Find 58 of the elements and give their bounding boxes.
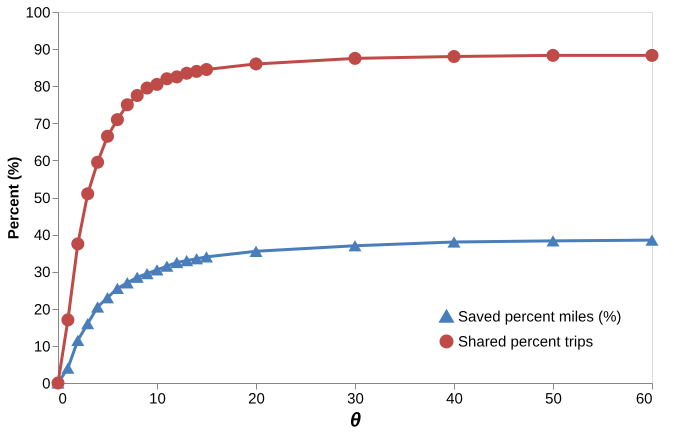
- x-tick-label: 30: [347, 390, 364, 408]
- point: [180, 254, 194, 266]
- point: [130, 272, 144, 283]
- y-tick-label: 80: [34, 78, 50, 96]
- point: [546, 235, 560, 247]
- point: [150, 78, 164, 91]
- point: [645, 234, 659, 246]
- y-tick-label: 30: [34, 264, 50, 282]
- point: [91, 156, 104, 169]
- point: [100, 130, 114, 143]
- point: [645, 48, 659, 62]
- point: [120, 98, 134, 112]
- point: [130, 88, 144, 102]
- point: [447, 236, 461, 248]
- point: [110, 282, 124, 294]
- point: [71, 237, 84, 250]
- x-tick-label: 0: [58, 390, 67, 408]
- x-tick-label: 60: [636, 390, 652, 408]
- point: [200, 251, 214, 263]
- point: [348, 52, 362, 65]
- point: [110, 113, 124, 126]
- point: [91, 301, 104, 313]
- y-axis-title: Percent (%): [5, 156, 22, 240]
- point: [61, 313, 74, 326]
- point: [150, 264, 164, 276]
- point: [100, 292, 114, 304]
- point: [140, 268, 154, 280]
- y-tick-label: 10: [34, 338, 50, 356]
- point: [140, 82, 154, 95]
- y-tick-label: 70: [34, 116, 50, 133]
- point: [81, 318, 94, 330]
- point: [160, 260, 174, 272]
- point: [71, 334, 84, 346]
- legend-label: Shared percent trips: [458, 334, 594, 350]
- y-tick-label: 50: [34, 190, 50, 207]
- y-tick-label: 40: [34, 227, 50, 244]
- point: [447, 50, 461, 64]
- point: [61, 362, 74, 374]
- x-tick-label: 10: [149, 390, 166, 408]
- y-tick-label: 60: [34, 152, 50, 170]
- legend-label: Saved percent miles (%): [458, 308, 622, 326]
- y-tick-label: 20: [34, 301, 50, 318]
- point: [81, 187, 94, 200]
- point: [348, 240, 362, 252]
- x-tick-label: 50: [545, 390, 562, 408]
- x-tick-label: 20: [248, 390, 265, 408]
- point: [249, 246, 263, 257]
- y-tick-label: 90: [34, 42, 50, 59]
- point: [546, 48, 560, 62]
- y-tick-label: 0: [42, 376, 50, 392]
- x-axis-title: θ: [350, 410, 362, 432]
- x-tick-label: 40: [446, 390, 463, 408]
- point: [249, 57, 263, 70]
- point: [190, 253, 204, 264]
- point: [120, 277, 134, 288]
- y-tick-label: 100: [25, 4, 50, 22]
- point: [170, 256, 184, 268]
- point: [200, 63, 214, 76]
